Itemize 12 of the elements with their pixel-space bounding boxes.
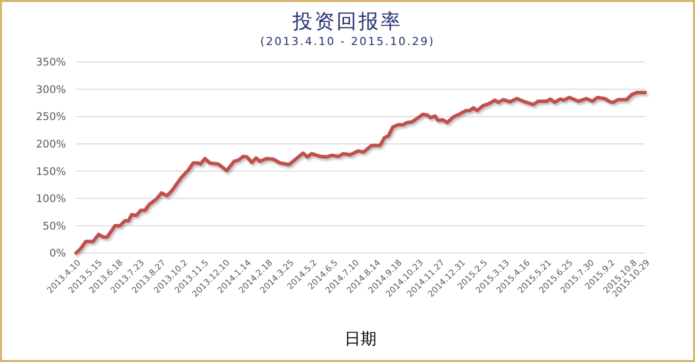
x-axis-title: 日期	[344, 329, 376, 348]
chart-title: 投资回报率	[292, 9, 402, 33]
y-tick-label: 300%	[36, 84, 66, 96]
line-series	[74, 90, 647, 255]
y-tick-label: 100%	[36, 193, 66, 206]
y-tick-label: 200%	[36, 138, 66, 151]
y-tick-label: 0%	[49, 248, 66, 260]
y-tick-label: 50%	[42, 220, 66, 232]
chart-subtitle: (2013.4.10 - 2015.10.29)	[260, 35, 435, 48]
y-tick-label: 250%	[36, 111, 66, 124]
y-tick-label: 350%	[36, 56, 66, 69]
y-tick-label: 150%	[36, 166, 66, 178]
